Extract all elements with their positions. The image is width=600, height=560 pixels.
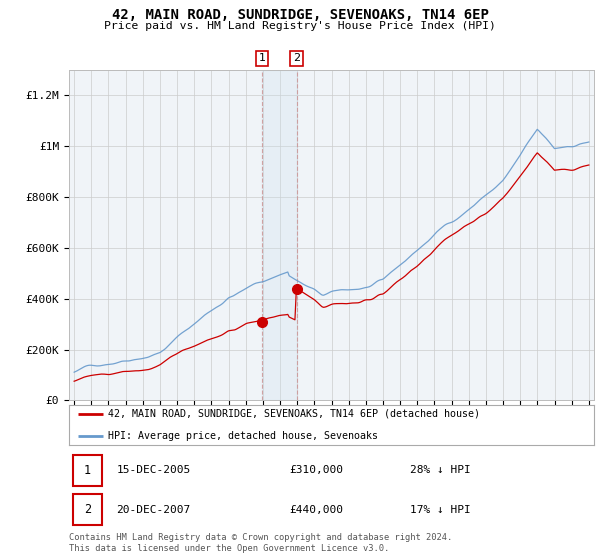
FancyBboxPatch shape — [73, 455, 102, 486]
Text: 17% ↓ HPI: 17% ↓ HPI — [410, 505, 471, 515]
FancyBboxPatch shape — [73, 494, 102, 525]
Text: 1: 1 — [259, 53, 266, 63]
Text: Contains HM Land Registry data © Crown copyright and database right 2024.
This d: Contains HM Land Registry data © Crown c… — [69, 533, 452, 553]
Bar — [262, 70, 296, 400]
Text: HPI: Average price, detached house, Sevenoaks: HPI: Average price, detached house, Seve… — [109, 431, 379, 441]
Text: 15-DEC-2005: 15-DEC-2005 — [116, 465, 191, 475]
Text: £440,000: £440,000 — [290, 505, 343, 515]
Text: Price paid vs. HM Land Registry's House Price Index (HPI): Price paid vs. HM Land Registry's House … — [104, 21, 496, 31]
Text: 28% ↓ HPI: 28% ↓ HPI — [410, 465, 471, 475]
Text: 42, MAIN ROAD, SUNDRIDGE, SEVENOAKS, TN14 6EP: 42, MAIN ROAD, SUNDRIDGE, SEVENOAKS, TN1… — [112, 8, 488, 22]
Text: 20-DEC-2007: 20-DEC-2007 — [116, 505, 191, 515]
Text: 42, MAIN ROAD, SUNDRIDGE, SEVENOAKS, TN14 6EP (detached house): 42, MAIN ROAD, SUNDRIDGE, SEVENOAKS, TN1… — [109, 409, 481, 419]
Text: 2: 2 — [84, 503, 91, 516]
Text: 1: 1 — [84, 464, 91, 477]
Text: 2: 2 — [293, 53, 300, 63]
Text: £310,000: £310,000 — [290, 465, 343, 475]
